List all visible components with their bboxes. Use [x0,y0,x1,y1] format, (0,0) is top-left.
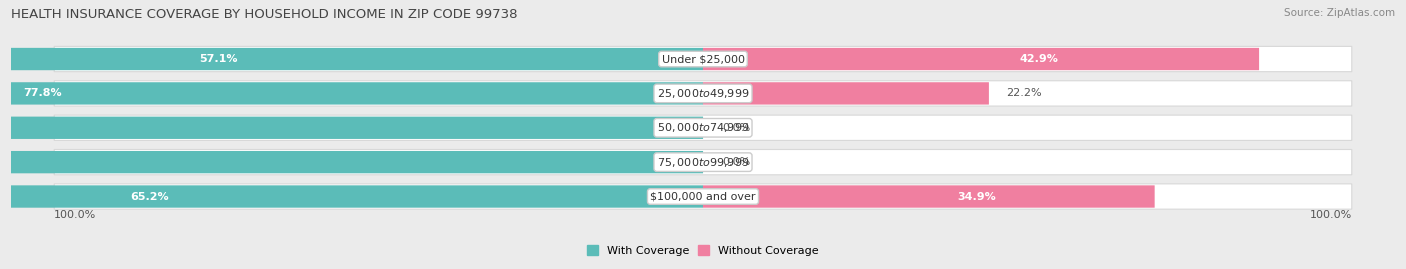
Text: 22.2%: 22.2% [1005,89,1042,98]
Text: Under $25,000: Under $25,000 [661,54,745,64]
FancyBboxPatch shape [0,82,703,105]
Text: 57.1%: 57.1% [200,54,238,64]
Legend: With Coverage, Without Coverage: With Coverage, Without Coverage [588,245,818,256]
FancyBboxPatch shape [0,151,703,173]
FancyBboxPatch shape [55,81,1351,106]
FancyBboxPatch shape [55,184,1351,209]
Text: $25,000 to $49,999: $25,000 to $49,999 [657,87,749,100]
FancyBboxPatch shape [55,115,1351,140]
FancyBboxPatch shape [55,150,1351,175]
FancyBboxPatch shape [55,46,1351,72]
FancyBboxPatch shape [703,185,1154,208]
FancyBboxPatch shape [0,116,703,139]
FancyBboxPatch shape [703,48,1260,70]
Text: $75,000 to $99,999: $75,000 to $99,999 [657,156,749,169]
FancyBboxPatch shape [703,82,988,105]
Text: 0.0%: 0.0% [723,157,751,167]
FancyBboxPatch shape [0,48,703,70]
Text: 0.0%: 0.0% [723,123,751,133]
Text: $100,000 and over: $100,000 and over [650,192,756,201]
Text: $50,000 to $74,999: $50,000 to $74,999 [657,121,749,134]
FancyBboxPatch shape [0,185,703,208]
Text: 42.9%: 42.9% [1019,54,1059,64]
Text: 100.0%: 100.0% [1309,210,1351,220]
Text: 77.8%: 77.8% [24,89,62,98]
Text: 34.9%: 34.9% [957,192,995,201]
Text: 100.0%: 100.0% [55,210,97,220]
Text: Source: ZipAtlas.com: Source: ZipAtlas.com [1284,8,1395,18]
Text: 65.2%: 65.2% [131,192,169,201]
Text: HEALTH INSURANCE COVERAGE BY HOUSEHOLD INCOME IN ZIP CODE 99738: HEALTH INSURANCE COVERAGE BY HOUSEHOLD I… [11,8,517,21]
